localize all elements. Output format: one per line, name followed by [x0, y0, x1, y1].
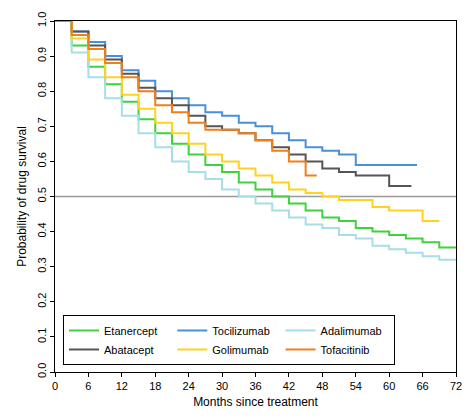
svg-text:0.5: 0.5: [36, 187, 48, 202]
svg-text:0.4: 0.4: [36, 222, 48, 237]
svg-text:60: 60: [383, 380, 395, 392]
svg-text:Probability of drug survival: Probability of drug survival: [15, 126, 29, 267]
svg-text:12: 12: [116, 380, 128, 392]
svg-text:72: 72: [450, 380, 462, 392]
svg-text:Adalimumab: Adalimumab: [321, 325, 382, 337]
svg-text:36: 36: [249, 380, 261, 392]
svg-text:Tofacitinib: Tofacitinib: [321, 344, 370, 356]
svg-text:24: 24: [183, 380, 195, 392]
svg-text:6: 6: [85, 380, 91, 392]
svg-text:66: 66: [416, 380, 428, 392]
svg-text:0.9: 0.9: [36, 47, 48, 62]
svg-text:48: 48: [316, 380, 328, 392]
svg-text:54: 54: [350, 380, 362, 392]
svg-text:42: 42: [283, 380, 295, 392]
svg-text:Abatacept: Abatacept: [104, 344, 154, 356]
svg-text:0.0: 0.0: [36, 363, 48, 378]
svg-text:Tocilizumab: Tocilizumab: [212, 325, 269, 337]
svg-text:1.0: 1.0: [36, 12, 48, 27]
svg-text:Golimumab: Golimumab: [212, 344, 268, 356]
svg-text:0.3: 0.3: [36, 257, 48, 272]
svg-text:0.2: 0.2: [36, 293, 48, 308]
svg-text:0.1: 0.1: [36, 328, 48, 343]
svg-text:0.6: 0.6: [36, 152, 48, 167]
svg-text:30: 30: [216, 380, 228, 392]
svg-text:0: 0: [52, 380, 58, 392]
svg-text:0.8: 0.8: [36, 82, 48, 97]
svg-text:Etanercept: Etanercept: [104, 325, 157, 337]
svg-text:18: 18: [149, 380, 161, 392]
svg-text:0.7: 0.7: [36, 117, 48, 132]
svg-text:Months since treatment: Months since treatment: [193, 395, 318, 409]
